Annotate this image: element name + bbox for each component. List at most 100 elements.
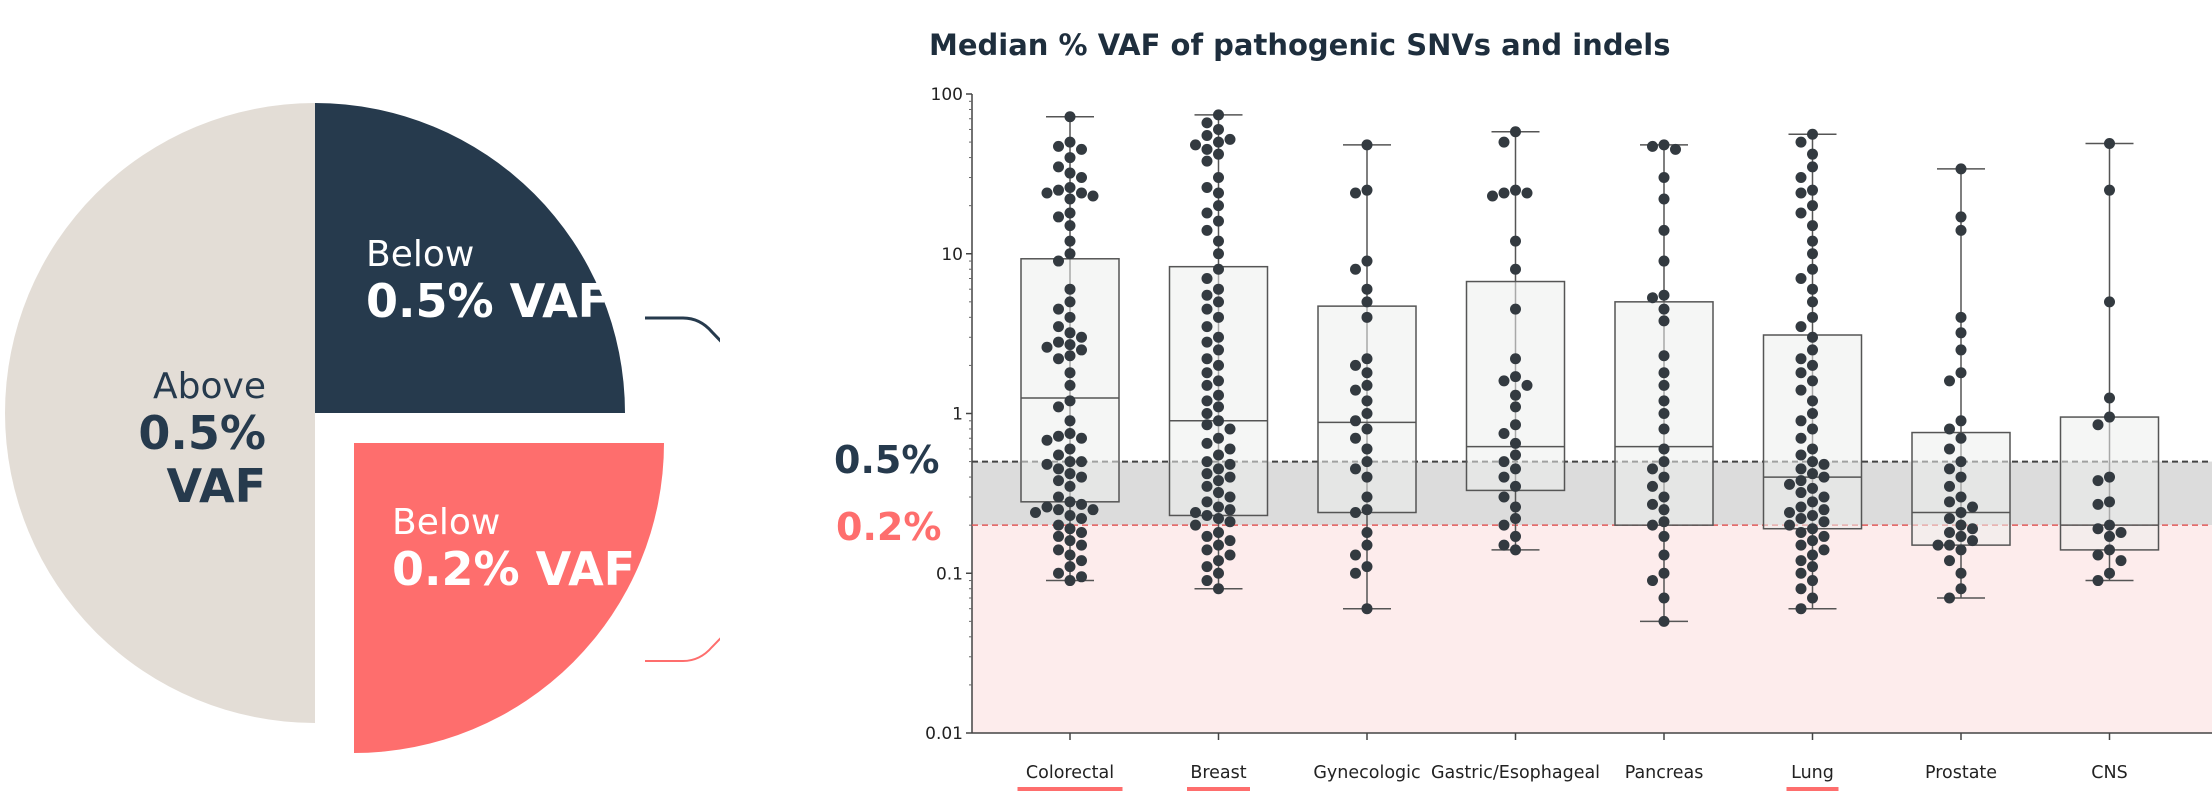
data-point (1521, 379, 1533, 391)
data-point (2092, 549, 2104, 561)
data-point (1064, 283, 1076, 295)
data-point (1213, 567, 1224, 579)
data-point (1807, 496, 1818, 508)
data-point (1361, 491, 1373, 503)
data-point (1361, 139, 1373, 151)
data-point (1955, 432, 1967, 444)
threshold-label-05: 0.5% (834, 438, 940, 482)
data-point (1807, 359, 1818, 371)
data-point (1955, 567, 1967, 579)
data-point (1361, 443, 1373, 455)
data-point (1213, 401, 1224, 413)
data-point (1064, 443, 1076, 455)
data-point (1201, 437, 1213, 449)
data-point (1807, 311, 1818, 323)
data-point (1361, 255, 1373, 267)
data-point (2104, 392, 2115, 404)
data-point (1807, 263, 1818, 275)
data-point (1510, 419, 1521, 431)
data-point (1807, 523, 1818, 535)
data-point (1064, 339, 1076, 351)
data-point (1944, 539, 1955, 551)
data-point (1647, 498, 1658, 510)
data-point (1064, 456, 1076, 468)
data-point (1213, 555, 1224, 567)
data-point (1076, 571, 1087, 583)
data-point (1498, 456, 1510, 468)
chart-title: Median % VAF of pathogenic SNVs and inde… (929, 28, 1671, 62)
data-point (1201, 419, 1213, 431)
data-point (1064, 415, 1076, 427)
data-point (1510, 389, 1521, 401)
data-point (1076, 331, 1087, 343)
category-underline (1786, 787, 1839, 791)
data-point (1213, 283, 1224, 295)
data-point (1064, 509, 1076, 521)
data-point (1510, 480, 1521, 492)
data-point (1213, 513, 1224, 525)
data-point (1795, 539, 1807, 551)
data-point (1213, 215, 1224, 227)
data-point (1955, 163, 1967, 175)
data-point (1647, 480, 1658, 492)
data-point (1201, 456, 1213, 468)
data-point (1807, 408, 1818, 419)
data-point (1807, 220, 1818, 232)
data-point (1064, 427, 1076, 439)
data-point (1361, 539, 1373, 551)
data-point (1076, 456, 1087, 468)
data-point (1201, 143, 1213, 155)
data-point (1350, 359, 1361, 371)
data-point (1955, 471, 1967, 483)
data-point (1201, 544, 1213, 556)
pie-label-below05-line2: 0.5% VAF (366, 274, 610, 329)
data-point (1064, 523, 1076, 535)
data-point (1361, 283, 1373, 295)
data-point (1053, 184, 1064, 196)
data-point (1076, 539, 1087, 551)
data-point (2104, 519, 2115, 531)
data-point (1361, 456, 1373, 468)
data-point (1053, 463, 1064, 475)
data-point (1955, 367, 1967, 379)
data-point (1213, 359, 1224, 371)
data-point (1944, 526, 1955, 538)
data-point (1361, 379, 1373, 391)
pie-label-above: Above 0.5% VAF (70, 366, 266, 513)
data-point (1658, 289, 1670, 301)
data-point (1955, 544, 1967, 556)
data-point (1201, 367, 1213, 379)
x-tick-label-colorectal: Colorectal (1026, 763, 1114, 783)
data-point (1041, 501, 1053, 513)
data-point (1807, 549, 1818, 561)
data-point (1807, 509, 1818, 521)
data-point (1807, 200, 1818, 212)
data-point (1213, 200, 1224, 212)
data-point (1201, 321, 1213, 333)
y-tick-label: 1 (952, 405, 963, 425)
data-point (1955, 344, 1967, 356)
data-point (1658, 367, 1670, 379)
data-point (1053, 544, 1064, 556)
data-point (1361, 504, 1373, 516)
data-point (1658, 504, 1670, 516)
data-point (1658, 303, 1670, 315)
data-point (1076, 432, 1087, 444)
data-point (2092, 575, 2104, 587)
data-point (1213, 415, 1224, 427)
data-point (1795, 603, 1807, 615)
data-point (1955, 415, 1967, 427)
data-point (2092, 498, 2104, 510)
data-point (1201, 379, 1213, 391)
data-point (1076, 526, 1087, 538)
data-point (1201, 303, 1213, 315)
data-point (1818, 516, 1830, 528)
data-point (1955, 507, 1967, 519)
data-point (1213, 487, 1224, 499)
data-point (1944, 480, 1955, 492)
data-point (1087, 190, 1099, 202)
data-point (1510, 501, 1521, 513)
pie-label-above-line2: 0.5% VAF (138, 406, 266, 514)
data-point (1201, 353, 1213, 365)
data-point (1807, 423, 1818, 435)
